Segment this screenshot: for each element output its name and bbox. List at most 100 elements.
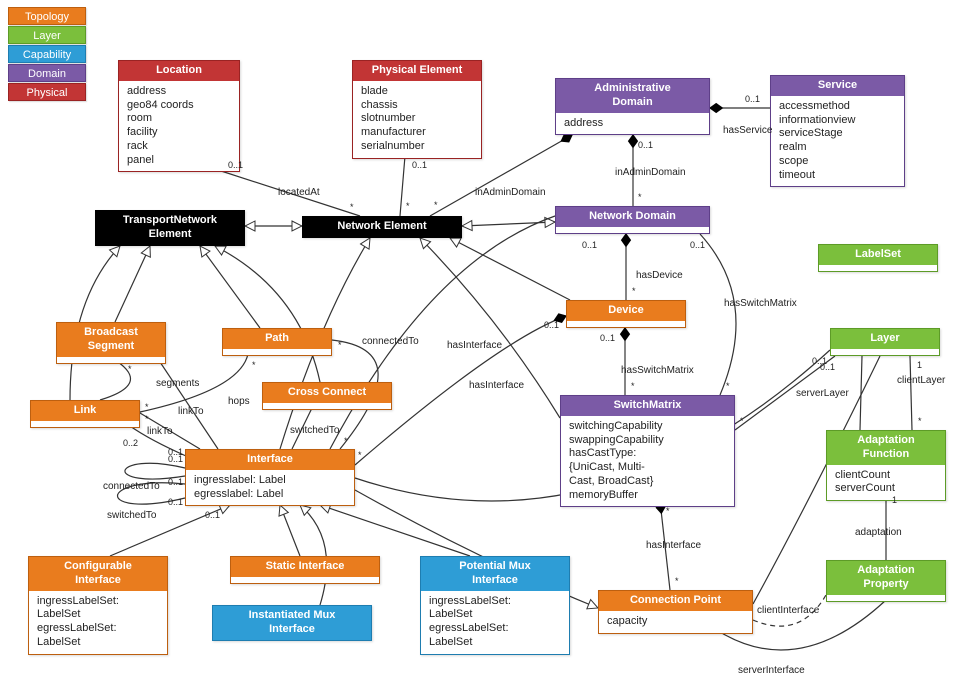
node-title-potMux: Potential Mux Interface xyxy=(421,557,569,591)
edge-mult-src-31: * xyxy=(128,364,132,374)
edge-label-10: hasInterface xyxy=(469,380,524,391)
edge-mult-src-9: 0..1 xyxy=(690,240,705,250)
node-title-adaptFunc: Adaptation Function xyxy=(827,431,945,465)
edge-mult-dst-16: * xyxy=(918,416,922,426)
edge-label-11: hasInterface xyxy=(447,340,502,351)
node-title-netDomain: Network Domain xyxy=(556,207,709,227)
edge-label-31: segments xyxy=(156,378,199,389)
edge-mult-dst-13: 0..1 xyxy=(820,362,835,372)
node-body-location: address geo84 coords room facility rack … xyxy=(119,81,239,172)
node-body-device xyxy=(567,321,685,327)
node-title-labelSet: LabelSet xyxy=(819,245,937,265)
edge-mult-dst-1: 0..1 xyxy=(412,160,427,170)
node-device: Device xyxy=(566,300,686,328)
edge-label-29: connectedTo xyxy=(362,336,419,347)
edge-label-9: hasSwitchMatrix xyxy=(724,298,797,309)
edge-mult-dst-36: 0..1 xyxy=(168,477,183,487)
edge-41 xyxy=(320,505,470,556)
edge-mult-dst-4: 0..1 xyxy=(745,94,760,104)
edge-39 xyxy=(280,505,300,556)
node-adaptProp: Adaptation Property xyxy=(826,560,946,602)
edge-34 xyxy=(130,426,186,456)
node-body-adaptFunc: clientCount serverCount xyxy=(827,465,945,501)
node-title-adminDomain: Administrative Domain xyxy=(556,79,709,113)
node-title-service: Service xyxy=(771,76,904,96)
edge-mult-dst-37: 0..1 xyxy=(205,510,220,520)
edge-mult-dst-8: * xyxy=(631,381,635,391)
edge-31 xyxy=(100,362,130,400)
edge-36 xyxy=(125,463,185,479)
edge-mult-src-10: 0..1 xyxy=(544,320,559,330)
node-labelSet: LabelSet xyxy=(818,244,938,272)
edge-mult-dst-12: * xyxy=(675,576,679,586)
edge-label-36: connectedTo xyxy=(103,481,160,492)
edge-33 xyxy=(140,413,200,449)
edge-mult-src-0: * xyxy=(350,202,354,212)
node-title-adaptProp: Adaptation Property xyxy=(827,561,945,595)
node-instMux: Instantiated Mux Interface xyxy=(212,605,372,641)
node-body-service: accessmethod informationview serviceStag… xyxy=(771,96,904,187)
node-body-path xyxy=(223,349,331,355)
node-body-adaptProp xyxy=(827,595,945,601)
node-location: Locationaddress geo84 coords room facili… xyxy=(118,60,240,172)
node-layer: Layer xyxy=(830,328,940,356)
edge-23 xyxy=(200,246,260,328)
node-body-confIf: ingressLabelSet: LabelSet egressLabelSet… xyxy=(29,591,167,654)
node-title-interface: Interface xyxy=(186,450,354,470)
node-body-netDomain xyxy=(556,227,709,233)
legend-capability: Capability xyxy=(8,45,86,63)
edge-6 xyxy=(462,222,555,226)
edge-28 xyxy=(420,238,560,418)
edge-mult-src-33: * xyxy=(145,414,149,424)
edge-mult-src-12: * xyxy=(666,506,670,516)
edge-mult-dst-14: 0..1 xyxy=(812,356,827,366)
node-body-staticIf xyxy=(231,577,379,583)
edge-label-2: inAdminDomain xyxy=(475,187,546,198)
node-service: Serviceaccessmethod informationview serv… xyxy=(770,75,905,187)
edge-13 xyxy=(735,356,835,430)
node-title-broadcast: Broadcast Segment xyxy=(57,323,165,357)
node-title-switchMatrix: SwitchMatrix xyxy=(561,396,734,416)
edge-mult-dst-10: * xyxy=(358,450,362,460)
node-crossConn: Cross Connect xyxy=(262,382,392,410)
node-broadcast: Broadcast Segment xyxy=(56,322,166,364)
node-link: Link xyxy=(30,400,140,428)
edge-37 xyxy=(118,483,186,504)
edge-11 xyxy=(330,216,555,449)
node-netElem: Network Element xyxy=(302,216,462,238)
edge-22 xyxy=(115,246,150,322)
node-switchMatrix: SwitchMatrixswitchingCapability swapping… xyxy=(560,395,735,507)
node-path: Path xyxy=(222,328,332,356)
node-title-path: Path xyxy=(223,329,331,349)
legend-physical: Physical xyxy=(8,83,86,101)
edge-mult-src-8: 0..1 xyxy=(600,333,615,343)
edge-9 xyxy=(700,234,736,395)
node-title-tne: TransportNetwork Element xyxy=(96,211,244,245)
node-title-confIf: Configurable Interface xyxy=(29,557,167,591)
edge-mult-dst-29: * xyxy=(344,436,348,446)
edge-32 xyxy=(160,362,218,449)
node-connPoint: Connection Pointcapacity xyxy=(598,590,753,634)
node-potMux: Potential Mux InterfaceingressLabelSet: … xyxy=(420,556,570,655)
edge-12 xyxy=(660,501,670,590)
node-body-physElem: blade chassis slotnumber manufacturer se… xyxy=(353,81,481,158)
node-title-physElem: Physical Element xyxy=(353,61,481,81)
edge-16 xyxy=(910,356,912,430)
node-title-crossConn: Cross Connect xyxy=(263,383,391,403)
edge-label-34: linkTo xyxy=(147,426,173,437)
edge-label-3: inAdminDomain xyxy=(615,167,686,178)
node-title-device: Device xyxy=(567,301,685,321)
node-body-labelSet xyxy=(819,265,937,271)
node-title-staticIf: Static Interface xyxy=(231,557,379,577)
edge-label-33: linkTo xyxy=(178,406,204,417)
node-interface: Interfaceingresslabel: Label egresslabel… xyxy=(185,449,355,506)
edge-label-4: hasService xyxy=(723,125,772,136)
node-body-link xyxy=(31,421,139,427)
edge-15 xyxy=(860,356,862,430)
edge-35 xyxy=(292,408,312,449)
edge-mult-src-34: 0..2 xyxy=(123,438,138,448)
edge-27 xyxy=(450,238,570,300)
node-staticIf: Static Interface xyxy=(230,556,380,584)
node-title-layer: Layer xyxy=(831,329,939,349)
node-title-location: Location xyxy=(119,61,239,81)
